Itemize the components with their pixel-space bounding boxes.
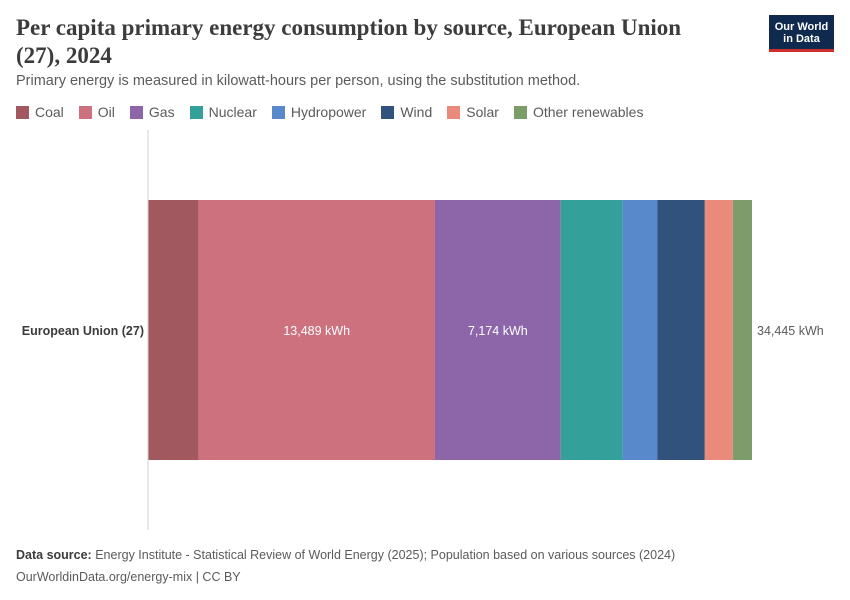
legend-swatch xyxy=(189,105,203,119)
legend-item-other-renewables[interactable]: Other renewables xyxy=(513,104,644,120)
legend-label: Coal xyxy=(35,104,64,120)
legend-swatch xyxy=(447,105,461,119)
legend-item-nuclear[interactable]: Nuclear xyxy=(189,104,257,120)
legend-item-coal[interactable]: Coal xyxy=(16,104,64,120)
bar-segment-oil[interactable] xyxy=(198,200,435,460)
legend-item-solar[interactable]: Solar xyxy=(447,104,499,120)
legend: Coal Oil Gas Nuclear Hydropower Wind Solar Othe… xyxy=(16,104,643,120)
legend-label: Gas xyxy=(148,104,175,120)
category-label: European Union (27) xyxy=(22,324,144,338)
segment-label-oil: 13,489 kWh xyxy=(283,324,350,338)
segment-label-gas: 7,174 kWh xyxy=(468,324,528,338)
legend-label: Wind xyxy=(400,104,433,120)
legend-item-gas[interactable]: Gas xyxy=(129,104,175,120)
data-source: Data source: Energy Institute - Statisti… xyxy=(16,548,675,562)
bar-segment-hydropower[interactable] xyxy=(622,200,658,460)
legend-swatch xyxy=(381,105,395,119)
legend-label: Solar xyxy=(466,104,499,120)
chart-title: Per capita primary energy consumption by… xyxy=(16,15,682,68)
legend-swatch xyxy=(16,105,29,119)
owid-logo[interactable]: Our World in Data xyxy=(769,15,834,52)
legend-swatch xyxy=(78,105,92,119)
bar-segment-coal[interactable] xyxy=(148,200,199,460)
bar-segment-other-renewables[interactable] xyxy=(732,200,752,460)
legend-item-hydropower[interactable]: Hydropower xyxy=(271,104,367,120)
source-text: Energy Institute - Statistical Review of… xyxy=(95,548,676,562)
legend-label: Hydropower xyxy=(290,104,367,120)
bar-segment-solar[interactable] xyxy=(704,200,733,460)
bar-segment-gas[interactable] xyxy=(434,200,561,460)
legend-swatch xyxy=(271,105,285,119)
legend-item-oil[interactable]: Oil xyxy=(78,104,115,120)
bar-segment-wind[interactable] xyxy=(657,200,705,460)
source-label: Data source: xyxy=(16,548,92,562)
legend-label: Oil xyxy=(97,104,115,120)
legend-label: Other renewables xyxy=(532,104,644,120)
total-label: 34,445 kWh xyxy=(757,324,824,338)
footer-url[interactable]: OurWorldinData.org/energy-mix | CC BY xyxy=(16,570,241,584)
legend-swatch xyxy=(513,105,527,119)
legend-label: Nuclear xyxy=(208,104,257,120)
logo-line1: Our World xyxy=(774,21,829,33)
chart-subtitle: Primary energy is measured in kilowatt-h… xyxy=(16,73,581,89)
legend-item-wind[interactable]: Wind xyxy=(381,104,432,120)
bar-segment-nuclear[interactable] xyxy=(560,200,623,460)
logo-line2: in Data xyxy=(783,33,820,45)
legend-swatch xyxy=(129,105,143,119)
